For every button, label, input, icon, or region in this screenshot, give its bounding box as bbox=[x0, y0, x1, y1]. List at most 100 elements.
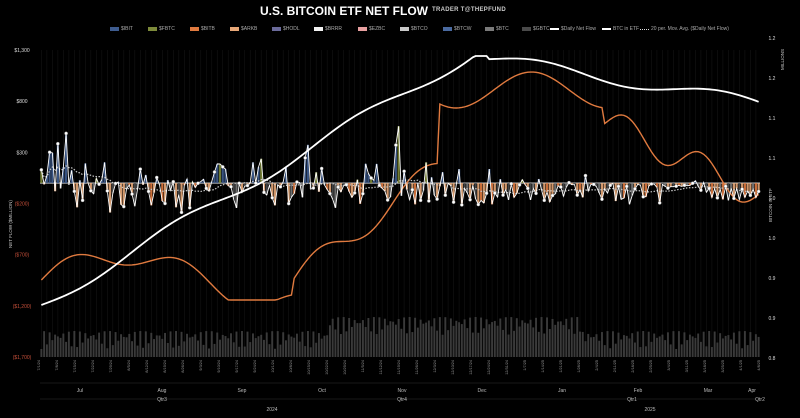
volume-bar bbox=[98, 332, 101, 357]
volume-bar bbox=[746, 345, 749, 357]
volume-bar bbox=[202, 344, 205, 357]
volume-bar bbox=[186, 333, 188, 357]
flow-bar bbox=[315, 172, 318, 184]
volume-bar bbox=[153, 339, 156, 357]
volume-bar bbox=[375, 334, 378, 357]
daily-net-flow-point bbox=[352, 191, 357, 195]
flow-bar bbox=[359, 183, 362, 204]
volume-bar bbox=[634, 342, 636, 357]
flow-bar bbox=[301, 183, 304, 198]
volume-bar bbox=[592, 336, 595, 357]
flow-bar bbox=[304, 157, 307, 184]
flow-bar bbox=[287, 183, 290, 204]
flow-bar bbox=[92, 183, 95, 194]
volume-bar bbox=[529, 319, 532, 357]
flow-bar bbox=[48, 152, 51, 184]
volume-bar bbox=[460, 324, 463, 357]
flow-bar bbox=[485, 183, 488, 194]
flow-bar bbox=[449, 183, 452, 186]
daily-net-flow-point bbox=[550, 193, 555, 198]
daily-net-flow-point bbox=[575, 193, 580, 197]
volume-bar bbox=[45, 344, 48, 357]
flow-bar bbox=[697, 183, 700, 187]
x-tick-label: 9/24/24 bbox=[253, 360, 257, 373]
volume-bar bbox=[274, 348, 276, 357]
daily-net-flow-point bbox=[756, 189, 761, 194]
volume-bar bbox=[131, 341, 134, 357]
daily-net-flow-point bbox=[146, 189, 151, 194]
daily-net-flow-point bbox=[220, 165, 225, 169]
daily-net-flow-point bbox=[740, 187, 744, 191]
volume-bar bbox=[56, 336, 59, 357]
flow-bar bbox=[521, 179, 524, 184]
daily-net-flow-point bbox=[39, 168, 44, 172]
volume-bar bbox=[743, 331, 746, 357]
volume-bar bbox=[452, 325, 455, 357]
flow-bar bbox=[433, 183, 436, 196]
daily-net-flow-point bbox=[47, 150, 52, 155]
volume-bar bbox=[150, 332, 153, 357]
flow-bar bbox=[669, 183, 672, 187]
x-tick-label: 2/4/25 bbox=[595, 360, 599, 371]
volume-bar bbox=[345, 331, 348, 357]
flow-bar bbox=[512, 183, 516, 198]
x-tick-label: 7/15/24 bbox=[73, 360, 77, 373]
volume-bar bbox=[89, 335, 92, 357]
flow-bar bbox=[326, 183, 329, 190]
flow-bar bbox=[554, 183, 557, 194]
volume-bar bbox=[67, 331, 70, 357]
flow-bar bbox=[488, 169, 491, 184]
volume-bar bbox=[532, 327, 535, 357]
quarter-label: Qtr4 bbox=[397, 397, 407, 403]
legend: $IBIT $FBTC $BITB $ARKB $HODL $BRRR $EZB… bbox=[110, 26, 729, 38]
flow-bar bbox=[600, 183, 604, 200]
volume-bar bbox=[114, 332, 117, 357]
flow-bar bbox=[257, 167, 260, 184]
volume-bar bbox=[710, 347, 713, 357]
flow-bar bbox=[688, 183, 692, 186]
volume-bar bbox=[551, 318, 554, 357]
x-tick-label: 2/11/25 bbox=[613, 360, 617, 372]
daily-net-flow-point bbox=[204, 186, 209, 191]
volume-bar bbox=[721, 338, 724, 357]
flow-bar bbox=[414, 183, 417, 205]
volume-bar bbox=[677, 331, 680, 357]
volume-bar bbox=[518, 326, 521, 357]
flow-bar bbox=[40, 169, 43, 184]
volume-bar bbox=[166, 343, 169, 357]
volume-bar bbox=[301, 331, 304, 357]
flow-bar bbox=[353, 183, 356, 193]
volume-bar bbox=[290, 336, 293, 357]
x-tick-label: 11/19/24 bbox=[397, 360, 401, 375]
month-label: Apr bbox=[748, 388, 756, 394]
volume-bar bbox=[548, 328, 551, 357]
volume-bar bbox=[208, 348, 210, 357]
volume-bar bbox=[73, 331, 76, 357]
month-label: Oct bbox=[318, 388, 326, 394]
volume-bar bbox=[507, 334, 510, 357]
daily-net-flow-point bbox=[715, 196, 720, 200]
flow-bar bbox=[457, 169, 461, 184]
flow-bar bbox=[743, 183, 746, 198]
volume-bar bbox=[194, 334, 197, 357]
volume-bar bbox=[554, 324, 557, 357]
flow-bar bbox=[639, 183, 642, 186]
flow-bar bbox=[444, 183, 447, 196]
volume-bar bbox=[666, 332, 669, 357]
volume-bar bbox=[287, 334, 290, 357]
volume-bar bbox=[441, 334, 444, 357]
volume-bar bbox=[144, 331, 147, 357]
chart-subtitle: TRADER T@THEPFUND bbox=[432, 7, 506, 13]
flow-bar bbox=[133, 183, 136, 207]
volume-bar bbox=[727, 335, 730, 357]
flow-bar bbox=[150, 183, 153, 206]
volume-bar bbox=[169, 331, 172, 357]
moving-average-line bbox=[40, 165, 759, 195]
left-tick-label: ($200) bbox=[15, 202, 30, 208]
flow-bar bbox=[620, 183, 623, 200]
volume-bar bbox=[636, 331, 639, 357]
volume-bar bbox=[504, 317, 507, 357]
flow-bar bbox=[293, 183, 296, 194]
flow-bar bbox=[664, 183, 667, 187]
flow-bar bbox=[306, 144, 310, 184]
